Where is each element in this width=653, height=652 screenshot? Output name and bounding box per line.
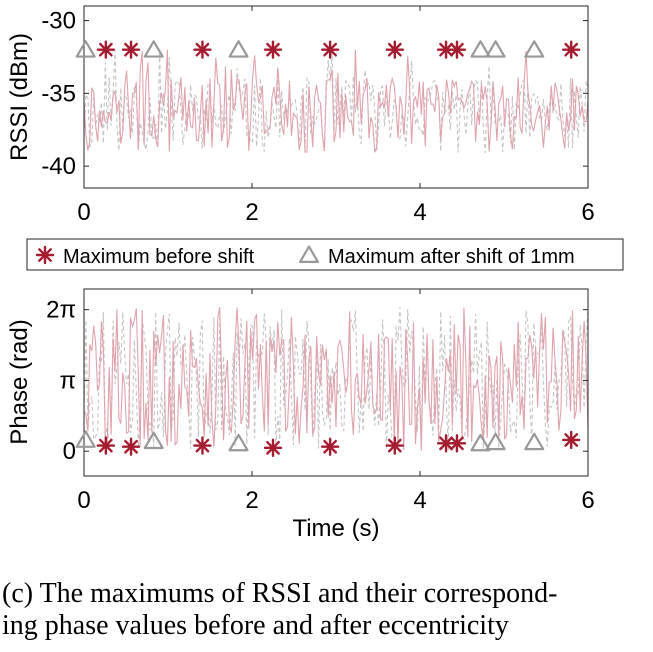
phase-before-marker xyxy=(96,436,116,455)
rssi-before-marker xyxy=(436,40,456,59)
rssi-x-tick-label: 2 xyxy=(245,199,258,226)
rssi-y-tick-label: -30 xyxy=(41,8,76,35)
legend-box xyxy=(26,238,624,271)
phase-axes-box xyxy=(83,288,589,477)
phase-trace-lines xyxy=(84,307,588,451)
rssi-markers xyxy=(75,40,581,59)
phase-after-marker xyxy=(228,433,249,452)
phase-after-marker xyxy=(524,432,545,451)
legend: Maximum before shift Maximum after shift… xyxy=(26,238,624,271)
rssi-before-marker xyxy=(96,40,116,59)
figure: 0 2 4 6 -30 -35 -40 RSSI (dBm) Maximum before … xyxy=(6,5,624,542)
phase-x-tick-label: 2 xyxy=(245,487,258,514)
figure-caption: (c) The maximums of RSSI and their corre… xyxy=(0,578,653,642)
rssi-y-tick-label: -35 xyxy=(41,80,76,107)
rssi-after-marker xyxy=(485,40,506,58)
rssi-chart: 0 2 4 6 -30 -35 -40 RSSI (dBm) xyxy=(6,5,595,226)
rssi-after-marker xyxy=(524,40,545,58)
phase-markers xyxy=(75,430,581,458)
rssi-after-marker xyxy=(470,40,491,58)
phase-x-tick-label: 4 xyxy=(413,487,426,514)
triangle-marker-icon xyxy=(298,245,320,263)
rssi-before-marker xyxy=(562,40,581,59)
phase-x-tick-label: 6 xyxy=(581,487,594,514)
phase-after-marker xyxy=(75,430,96,448)
rssi-x-tick-label: 4 xyxy=(413,199,426,226)
rssi-before-marker xyxy=(320,40,340,59)
phase-ticks: 0 2 4 6 2π π 0 xyxy=(46,289,595,514)
rssi-before-marker xyxy=(193,40,212,59)
phase-before-trace xyxy=(84,307,588,451)
legend-triangle xyxy=(298,245,320,263)
rssi-before-trace xyxy=(84,49,588,153)
phase-before-marker xyxy=(385,436,404,455)
caption-line-2: ing phase values before and after eccent… xyxy=(2,610,509,641)
rssi-trace-lines xyxy=(84,49,588,154)
legend-before-label: Maximum before shift xyxy=(63,246,255,268)
rssi-x-tick-label: 0 xyxy=(77,199,90,226)
phase-before-marker xyxy=(447,434,467,453)
rssi-y-axis-label: RSSI (dBm) xyxy=(6,33,33,161)
legend-asterisk xyxy=(35,245,55,265)
phase-y-axis-label: Phase (rad) xyxy=(6,319,33,444)
phase-after-marker xyxy=(143,431,164,450)
rssi-before-marker xyxy=(447,40,467,59)
phase-after-trace xyxy=(84,307,588,451)
phase-x-axis-label: Time (s) xyxy=(292,515,379,542)
legend-after-label: Maximum after shift of 1mm xyxy=(328,246,575,268)
rssi-after-marker xyxy=(143,40,164,58)
rssi-before-marker xyxy=(121,40,141,59)
rssi-ticks: 0 2 4 6 -30 -35 -40 xyxy=(41,6,595,226)
caption-line-1: (c) The maximums of RSSI and their corre… xyxy=(2,578,558,609)
rssi-x-tick-label: 6 xyxy=(581,199,594,226)
phase-before-marker xyxy=(263,438,283,458)
phase-before-marker xyxy=(121,437,141,456)
phase-before-marker xyxy=(562,430,581,450)
phase-before-marker xyxy=(320,437,340,456)
phase-x-tick-label: 0 xyxy=(77,487,90,514)
rssi-before-marker xyxy=(385,40,404,59)
phase-y-tick-label: π xyxy=(59,367,76,394)
phase-before-marker xyxy=(193,436,212,455)
phase-after-marker xyxy=(470,433,491,452)
rssi-after-marker xyxy=(75,40,96,58)
rssi-axes-box xyxy=(83,5,589,189)
rssi-after-marker xyxy=(228,40,249,58)
phase-y-tick-label: 0 xyxy=(63,438,76,465)
asterisk-marker-icon xyxy=(35,245,55,265)
rssi-before-marker xyxy=(263,40,283,59)
phase-chart: 0 2 4 6 2π π 0 Phase (rad) Time (s) xyxy=(6,288,595,542)
phase-after-marker xyxy=(485,432,506,451)
rssi-y-tick-label: -40 xyxy=(41,153,76,180)
phase-y-tick-label: 2π xyxy=(46,297,76,324)
